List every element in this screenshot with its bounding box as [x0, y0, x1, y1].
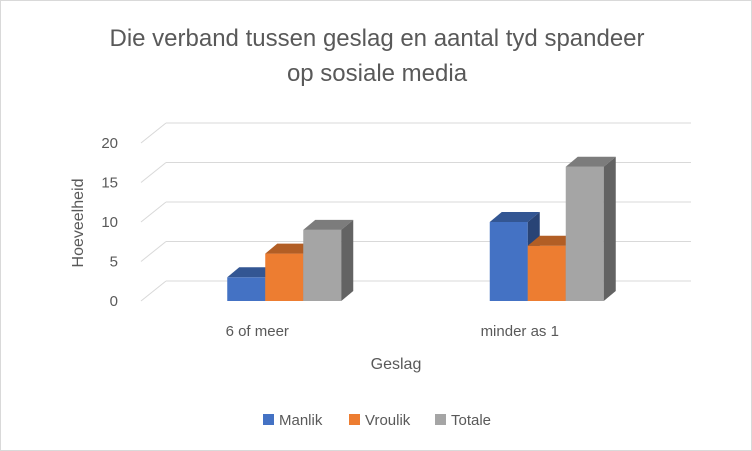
x-axis-label: Geslag — [371, 356, 422, 373]
bar-front — [303, 229, 342, 301]
bar-front — [565, 166, 604, 301]
bar-side — [341, 219, 354, 301]
legend-item-vroulik: Vroulik — [349, 412, 411, 429]
gridline-diagonal — [140, 201, 167, 223]
y-tick-label: 10 — [101, 214, 118, 231]
y-axis-ticks: 0 5 10 15 20 — [101, 135, 118, 310]
y-tick-label: 5 — [110, 254, 118, 271]
chart-title-line-1: Die verband tussen geslag en aantal tyd … — [109, 25, 644, 52]
bar-front — [489, 222, 528, 301]
bar-top — [527, 235, 578, 246]
legend-swatch — [349, 414, 360, 425]
y-tick-label: 20 — [101, 135, 118, 152]
gridline-diagonal — [140, 162, 167, 183]
bar-totale-1 — [565, 156, 616, 301]
gridline-diagonal — [140, 280, 167, 302]
y-tick-label: 15 — [101, 175, 118, 192]
legend-item-manlik: Manlik — [263, 412, 323, 429]
bar-series — [227, 156, 616, 301]
bar-front — [227, 277, 266, 301]
legend-label: Vroulik — [365, 412, 411, 429]
bar-side — [603, 156, 616, 301]
legend-item-totale: Totale — [435, 412, 491, 429]
y-axis-label: Hoeveelheid — [70, 179, 87, 268]
legend-swatch — [263, 414, 274, 425]
legend-label: Manlik — [279, 412, 323, 429]
bar-front — [265, 253, 304, 301]
bar-front — [527, 245, 566, 301]
bar-top — [303, 219, 354, 230]
x-axis-ticks: 6 of meer minder as 1 — [226, 323, 559, 340]
chart-title-line-2: op sosiale media — [287, 60, 468, 87]
x-tick-label: minder as 1 — [481, 323, 559, 340]
chart-legend: Manlik Vroulik Totale — [263, 412, 491, 429]
bar-totale-0 — [303, 219, 354, 301]
gridline-diagonal — [140, 241, 167, 262]
bar-top — [489, 212, 540, 222]
legend-label: Totale — [451, 412, 491, 429]
bar-top — [265, 243, 316, 254]
chart-title: Die verband tussen geslag en aantal tyd … — [109, 25, 644, 87]
y-tick-label: 0 — [110, 293, 118, 310]
legend-swatch — [435, 414, 446, 425]
bar-top — [227, 267, 278, 278]
bar-top — [565, 156, 616, 167]
gridline-diagonal — [140, 122, 167, 144]
x-tick-label: 6 of meer — [226, 323, 289, 340]
